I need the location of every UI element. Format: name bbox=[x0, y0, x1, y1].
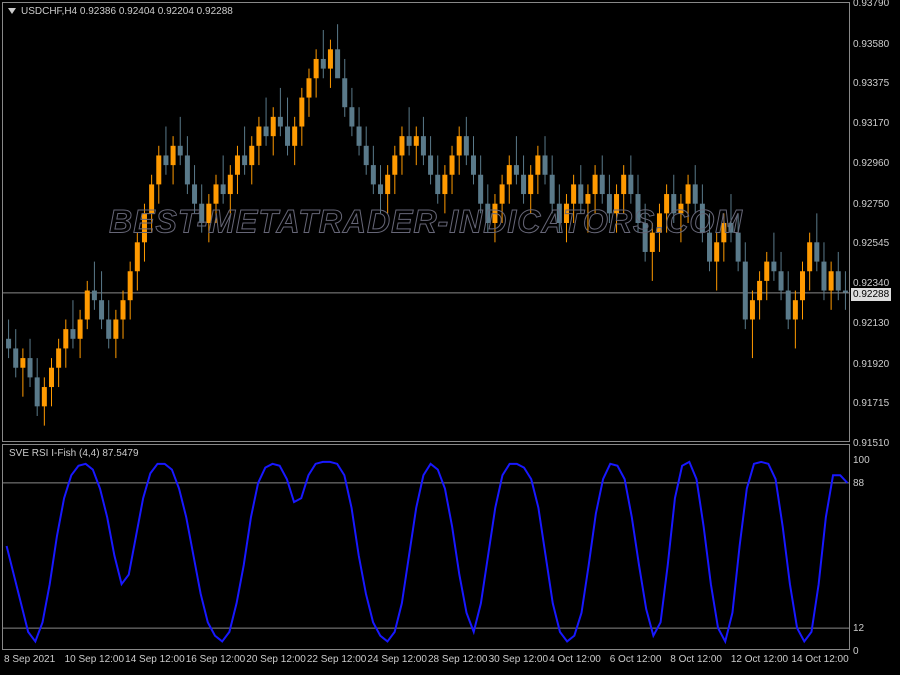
x-tick-label: 24 Sep 12:00 bbox=[367, 654, 427, 665]
x-tick-label: 16 Sep 12:00 bbox=[186, 654, 246, 665]
chart-container: USDCHF,H4 0.92386 0.92404 0.92204 0.9228… bbox=[0, 0, 900, 675]
x-tick-label: 4 Oct 12:00 bbox=[549, 654, 601, 665]
indicator-y-tick: 100 bbox=[853, 455, 870, 466]
x-tick-label: 14 Sep 12:00 bbox=[125, 654, 185, 665]
candlestick-svg bbox=[3, 3, 851, 443]
x-tick-label: 30 Sep 12:00 bbox=[489, 654, 549, 665]
y-axis: 0.93790 0.93580 0.93375 0.93170 0.92960 0.927… bbox=[850, 2, 898, 650]
y-tick-label: 0.92545 bbox=[853, 238, 889, 249]
y-tick-label: 0.92960 bbox=[853, 158, 889, 169]
x-tick-label: 8 Oct 12:00 bbox=[670, 654, 722, 665]
y-tick-label: 0.91510 bbox=[853, 438, 889, 449]
y-tick-label: 0.91920 bbox=[853, 359, 889, 370]
y-tick-label: 0.93375 bbox=[853, 78, 889, 89]
x-tick-label: 20 Sep 12:00 bbox=[246, 654, 306, 665]
indicator-y-tick: 12 bbox=[853, 623, 864, 634]
y-tick-label: 0.92130 bbox=[853, 318, 889, 329]
x-tick-label: 12 Oct 12:00 bbox=[731, 654, 788, 665]
y-tick-label: 0.93790 bbox=[853, 0, 889, 9]
indicator-y-tick: 0 bbox=[853, 646, 859, 657]
y-tick-label: 0.93580 bbox=[853, 39, 889, 50]
current-price-box: 0.92288 bbox=[851, 288, 891, 301]
x-tick-label: 14 Oct 12:00 bbox=[791, 654, 848, 665]
x-tick-label: 8 Sep 2021 bbox=[4, 654, 55, 665]
x-axis: 8 Sep 2021 10 Sep 12:0014 Sep 12:0016 Sep… bbox=[2, 651, 850, 673]
x-tick-label: 28 Sep 12:00 bbox=[428, 654, 488, 665]
indicator-svg bbox=[3, 445, 851, 651]
y-tick-label: 0.91715 bbox=[853, 398, 889, 409]
x-tick-label: 22 Sep 12:00 bbox=[307, 654, 367, 665]
x-tick-label: 10 Sep 12:00 bbox=[65, 654, 125, 665]
y-tick-label: 0.92750 bbox=[853, 199, 889, 210]
indicator-chart[interactable]: SVE RSI I-Fish (4,4) 87.5479 bbox=[2, 444, 850, 650]
price-chart[interactable]: USDCHF,H4 0.92386 0.92404 0.92204 0.9228… bbox=[2, 2, 850, 442]
y-tick-label: 0.93170 bbox=[853, 118, 889, 129]
x-tick-label: 6 Oct 12:00 bbox=[610, 654, 662, 665]
indicator-y-tick: 88 bbox=[853, 478, 864, 489]
